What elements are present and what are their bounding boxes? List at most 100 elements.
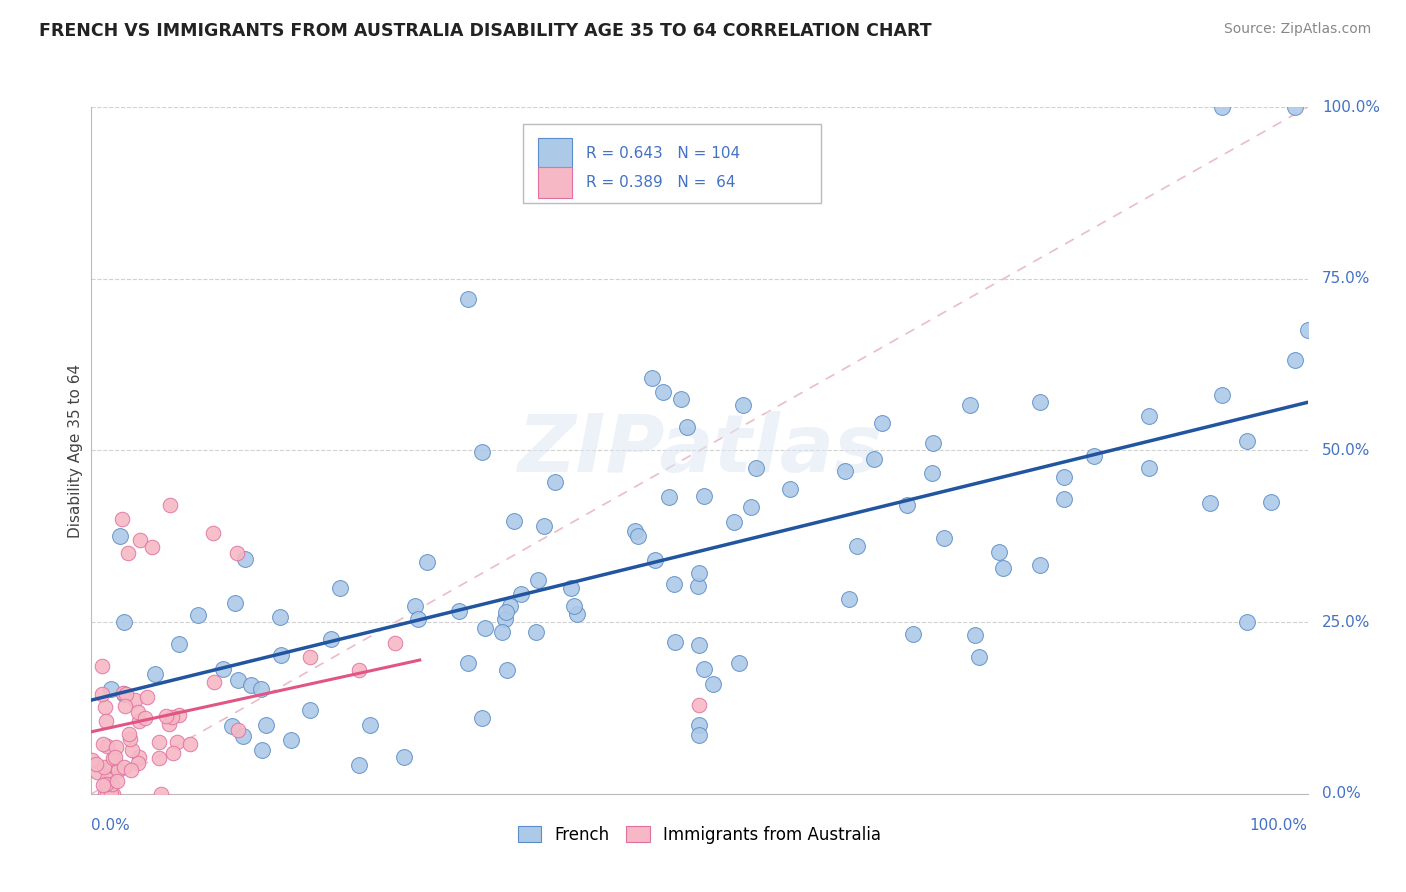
Point <box>921 466 943 480</box>
Point <box>91 778 114 792</box>
Point <box>104 750 127 764</box>
Point <box>101 751 124 765</box>
Point <box>503 514 526 528</box>
Text: ZIPatlas: ZIPatlas <box>517 411 882 490</box>
Point <box>1083 450 1105 464</box>
Point <box>664 576 686 591</box>
Point <box>1029 558 1052 572</box>
Point <box>471 445 494 459</box>
Point <box>1139 460 1161 475</box>
Point <box>693 662 716 676</box>
Text: 0.0%: 0.0% <box>91 818 131 833</box>
Point <box>299 649 322 664</box>
Point <box>991 560 1014 574</box>
Point <box>1053 470 1076 484</box>
Point <box>148 734 170 748</box>
Point <box>187 608 209 623</box>
Point <box>870 416 893 430</box>
Point <box>159 499 181 513</box>
Point <box>671 392 693 406</box>
Point <box>1284 100 1306 114</box>
Bar <box>537 167 572 198</box>
Point <box>845 539 868 553</box>
Text: R = 0.643   N = 104: R = 0.643 N = 104 <box>586 145 741 161</box>
Point <box>728 656 751 670</box>
Point <box>1236 615 1258 630</box>
Point <box>127 706 149 720</box>
Text: 75.0%: 75.0% <box>1322 271 1371 286</box>
Point <box>101 777 124 791</box>
Point <box>224 596 246 610</box>
Text: 25.0%: 25.0% <box>1322 615 1371 630</box>
Point <box>96 772 118 786</box>
Point <box>98 787 121 801</box>
Point <box>644 552 666 566</box>
Point <box>688 566 710 581</box>
Point <box>96 739 118 754</box>
Point <box>347 663 370 677</box>
Point <box>105 774 128 789</box>
Point <box>115 687 138 701</box>
Point <box>104 740 127 755</box>
Point <box>658 490 681 504</box>
Point <box>676 420 699 434</box>
Point <box>688 638 710 652</box>
Point <box>111 512 134 526</box>
Point <box>239 678 262 692</box>
Text: 0.0%: 0.0% <box>1322 787 1361 801</box>
Point <box>329 581 352 595</box>
Point <box>1211 100 1233 114</box>
Point <box>406 612 429 626</box>
Point <box>494 612 516 626</box>
Point <box>627 529 650 543</box>
Point <box>392 750 415 764</box>
Point <box>779 482 801 496</box>
Point <box>93 700 115 714</box>
Point <box>280 733 302 747</box>
Point <box>838 592 860 607</box>
Point <box>100 787 122 801</box>
Point <box>94 714 117 728</box>
Point <box>693 489 716 503</box>
Point <box>250 742 273 756</box>
Point <box>934 531 956 545</box>
Point <box>121 743 143 757</box>
Point <box>226 546 249 561</box>
Point <box>1199 495 1222 509</box>
Point <box>347 758 370 772</box>
Point <box>922 435 945 450</box>
Point <box>96 787 118 801</box>
Point <box>901 626 924 640</box>
Point <box>162 746 184 760</box>
Point <box>93 760 115 774</box>
Point <box>226 673 249 687</box>
Point <box>565 607 588 621</box>
Point <box>124 693 146 707</box>
Text: 100.0%: 100.0% <box>1322 100 1381 114</box>
Point <box>150 787 173 801</box>
Point <box>863 451 886 466</box>
Point <box>359 718 381 732</box>
Point <box>250 681 273 696</box>
Point <box>496 664 519 678</box>
Point <box>108 528 131 542</box>
Point <box>127 756 149 771</box>
Point <box>1284 352 1306 367</box>
Point <box>688 718 710 732</box>
Point <box>100 682 122 697</box>
Point <box>118 727 141 741</box>
Point <box>254 718 277 732</box>
Point <box>232 729 254 743</box>
Text: 100.0%: 100.0% <box>1250 818 1308 833</box>
Text: FRENCH VS IMMIGRANTS FROM AUSTRALIA DISABILITY AGE 35 TO 64 CORRELATION CHART: FRENCH VS IMMIGRANTS FROM AUSTRALIA DISA… <box>39 22 932 40</box>
Point <box>141 540 163 554</box>
Point <box>97 764 120 779</box>
Point <box>834 464 856 478</box>
Point <box>112 615 135 629</box>
Point <box>128 714 150 728</box>
Legend: French, Immigrants from Australia: French, Immigrants from Australia <box>512 820 887 851</box>
Point <box>686 579 709 593</box>
Point <box>474 622 496 636</box>
Point <box>117 546 139 561</box>
Point <box>269 610 291 624</box>
